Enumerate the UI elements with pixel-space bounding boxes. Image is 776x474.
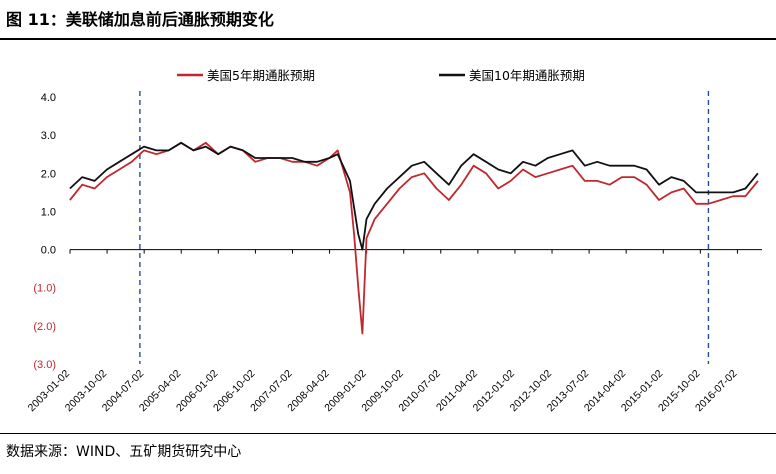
x-axis-tick-marks xyxy=(69,249,738,254)
y-tick-label: 2.0 xyxy=(41,168,56,180)
y-tick-label: (1.0) xyxy=(33,283,56,295)
legend-label-10y: 美国10年期通胀预期 xyxy=(469,68,585,83)
y-tick-label: 4.0 xyxy=(41,92,56,104)
series-lines xyxy=(69,141,759,335)
line-chart: 美国5年期通胀预期 美国10年期通胀预期 4.0 3.0 2.0 1.0 0.0 (1.0… xyxy=(26,68,762,415)
source-note: 数据来源：WIND、五矿期货研究中心 xyxy=(6,444,242,460)
legend-label-5y: 美国5年期通胀预期 xyxy=(207,68,315,83)
series-line-5y xyxy=(69,141,759,335)
y-tick-label: (2.0) xyxy=(33,321,56,333)
source-rule xyxy=(0,433,776,434)
y-tick-label: 3.0 xyxy=(41,130,56,142)
y-tick-label: 1.0 xyxy=(41,206,56,218)
legend: 美国5年期通胀预期 美国10年期通胀预期 xyxy=(177,68,585,83)
x-axis-ticks: 2003-01-022003-10-022004-07-022005-04-02… xyxy=(26,368,740,415)
figure-title: 图 11：美联储加息前后通胀预期变化 xyxy=(6,10,274,29)
title-rule xyxy=(0,38,776,40)
y-tick-label: (3.0) xyxy=(33,359,56,371)
series-line-10y xyxy=(69,141,759,251)
y-axis-ticks: 4.0 3.0 2.0 1.0 0.0 (1.0) (2.0) (3.0) xyxy=(33,92,56,371)
y-tick-label: 0.0 xyxy=(41,245,56,257)
vertical-markers xyxy=(139,91,710,364)
